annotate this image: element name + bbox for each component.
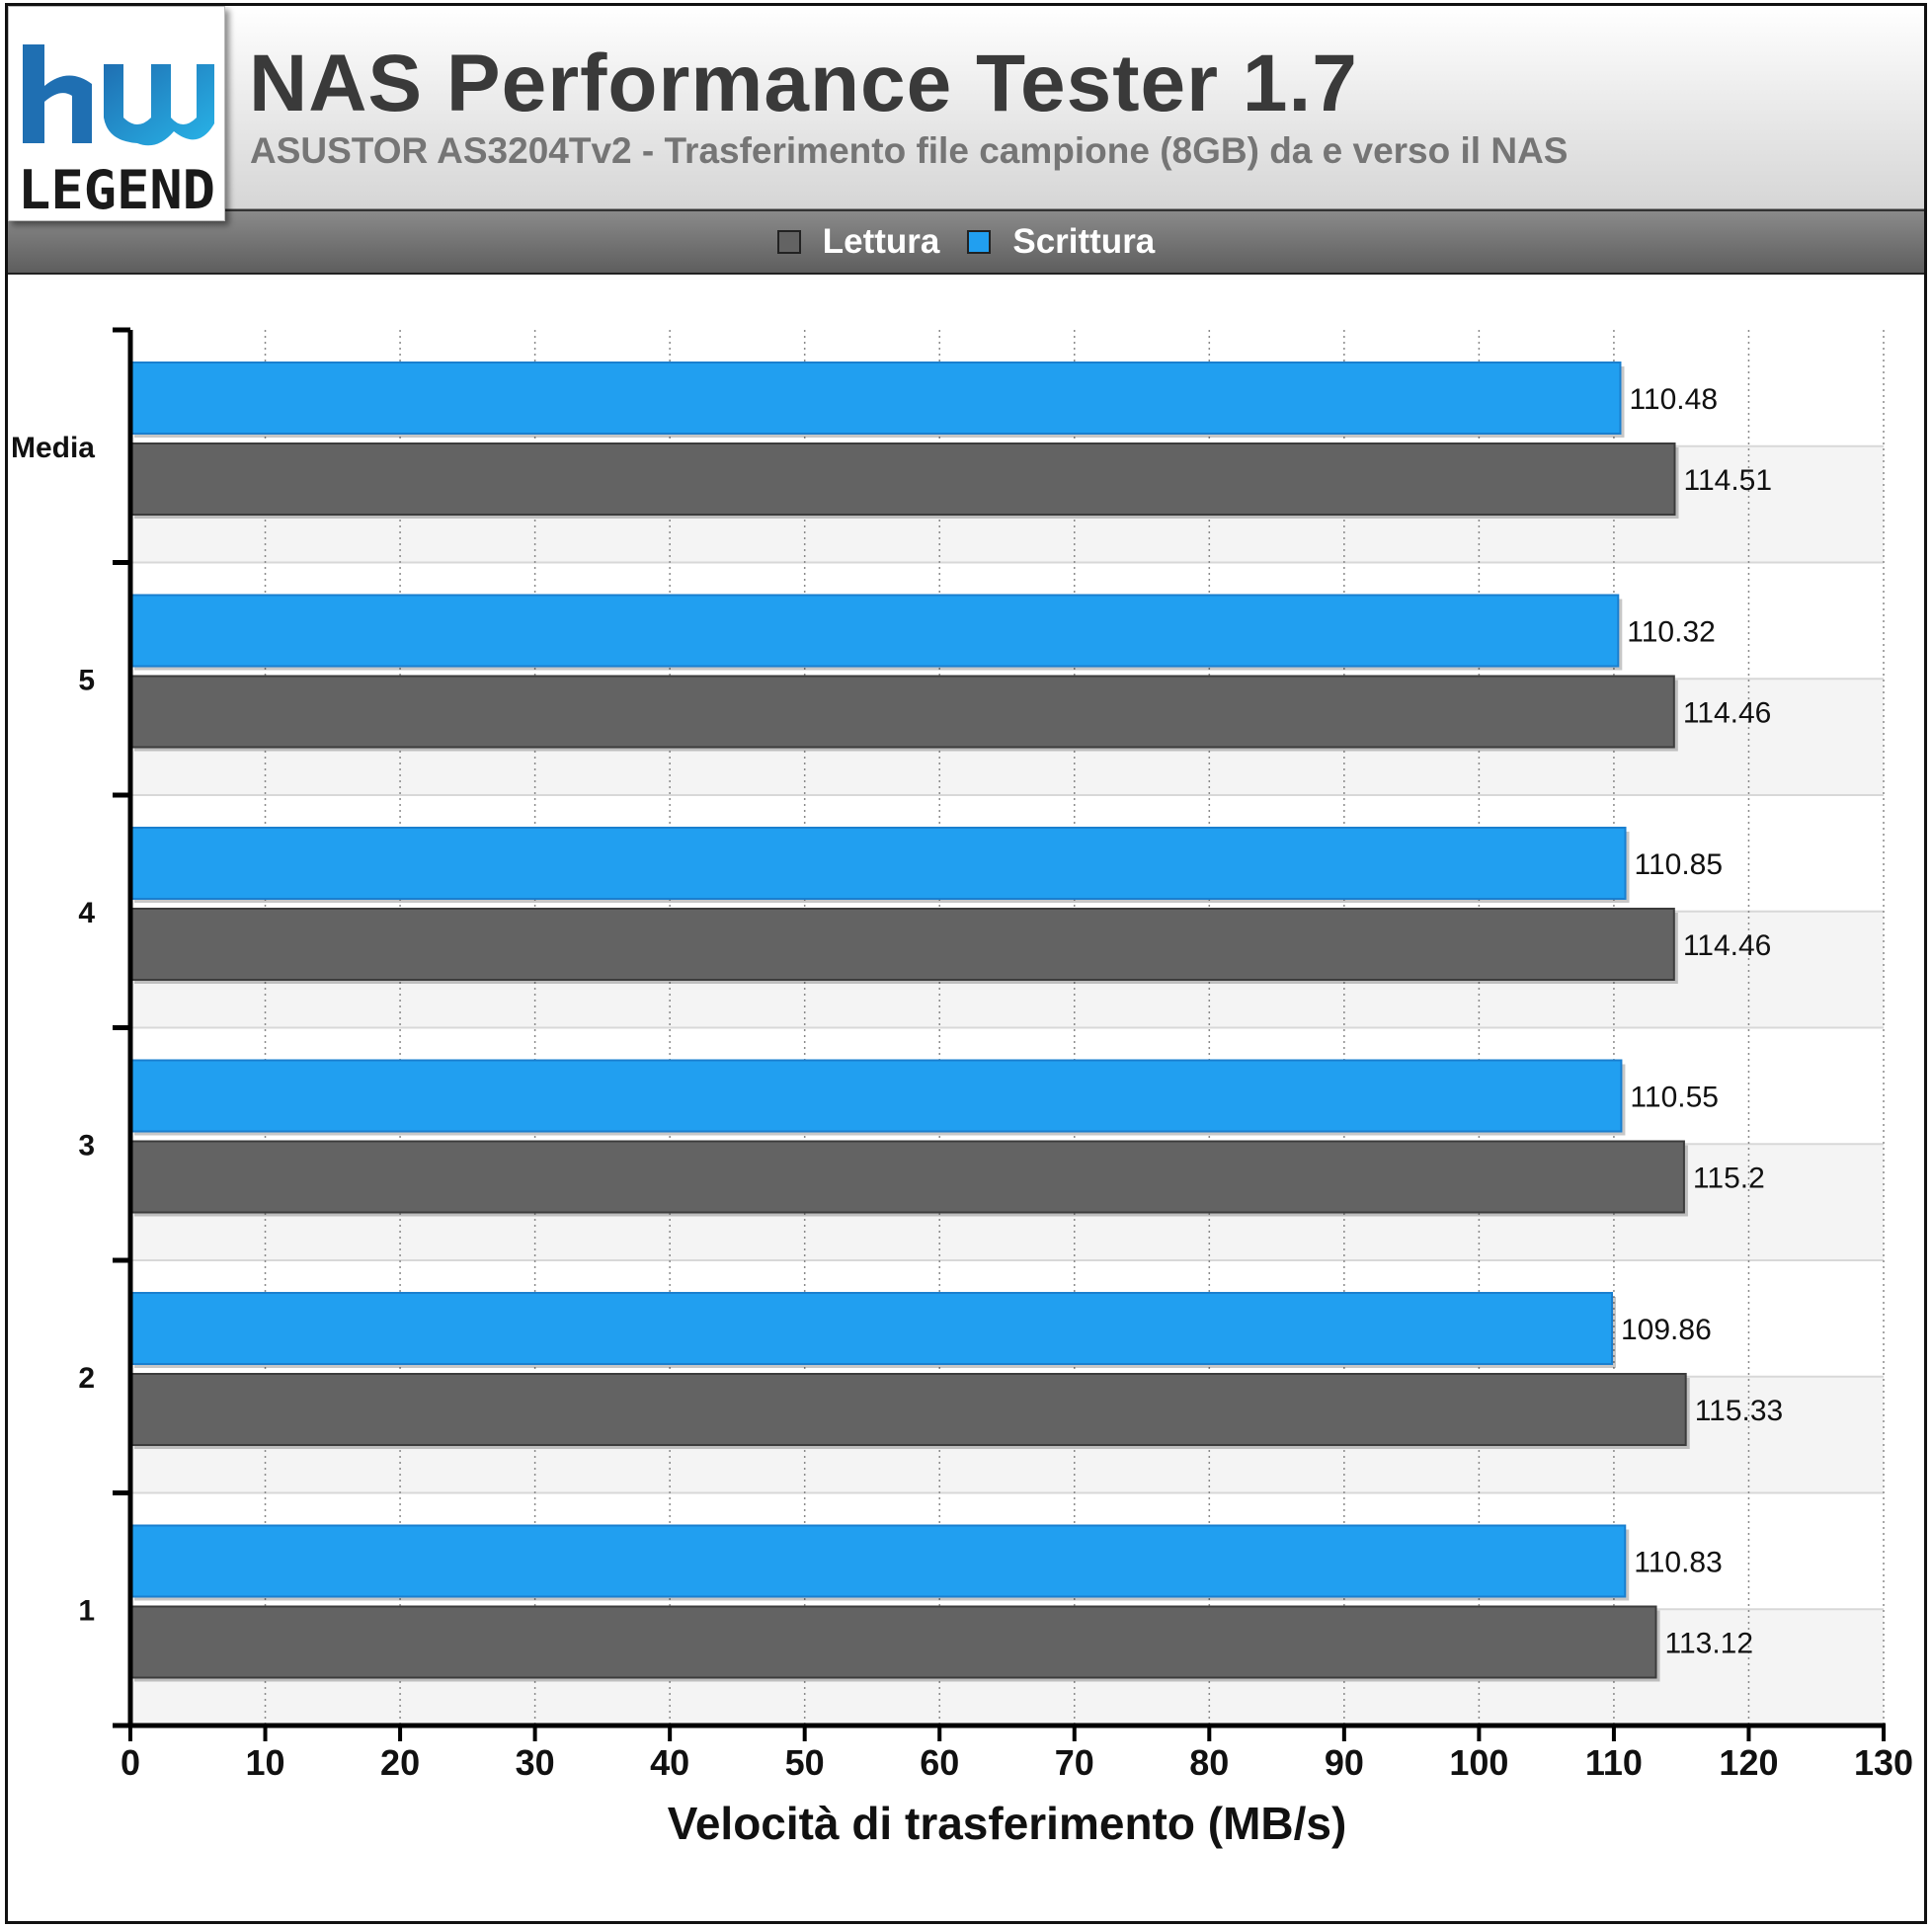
data-label-lettura: 114.51	[1684, 464, 1773, 497]
x-axis-title: Velocità di trasferimento (MB/s)	[668, 1798, 1347, 1849]
legend-bar: Lettura Scrittura	[8, 209, 1924, 275]
x-tick-label: 100	[1449, 1742, 1508, 1783]
data-label-lettura: 115.2	[1693, 1163, 1765, 1195]
chart-title: NAS Performance Tester 1.7	[249, 39, 1358, 128]
x-tick-label: 80	[1189, 1742, 1229, 1783]
data-label-scrittura: 110.85	[1635, 848, 1724, 881]
x-tick-label: 10	[246, 1742, 285, 1783]
data-label-lettura: 114.46	[1683, 929, 1772, 962]
bar-lettura	[129, 1373, 1687, 1446]
category-label: 2	[78, 1362, 95, 1395]
data-label-scrittura: 110.55	[1630, 1082, 1719, 1114]
hwlegend-logo: LEGEND	[8, 6, 225, 221]
chart-subtitle: ASUSTOR AS3204Tv2 - Trasferimento file c…	[250, 130, 1569, 171]
x-tick-label: 110	[1585, 1742, 1643, 1783]
logo-glyph-w	[104, 64, 214, 146]
x-tick-label: 60	[920, 1742, 959, 1783]
bar-scrittura	[129, 1292, 1614, 1365]
x-tick-label: 50	[785, 1742, 825, 1783]
bar-scrittura	[129, 1524, 1627, 1598]
x-tick-label: 20	[380, 1742, 420, 1783]
category-label: 1	[78, 1594, 95, 1627]
bar-scrittura	[129, 827, 1627, 900]
legend-swatch-lettura	[776, 230, 801, 254]
header-banner: NAS Performance Tester 1.7 ASUSTOR AS320…	[8, 6, 1924, 210]
category-label: 5	[78, 664, 95, 696]
bar-lettura	[129, 675, 1675, 749]
data-label-lettura: 115.33	[1695, 1395, 1784, 1427]
data-label-scrittura: 109.86	[1621, 1314, 1712, 1346]
category-label: 4	[78, 897, 95, 929]
legend: Lettura Scrittura	[8, 211, 1924, 273]
category-label: 3	[78, 1129, 95, 1162]
bar-scrittura	[129, 362, 1622, 435]
x-tick-label: 90	[1325, 1742, 1364, 1783]
data-label-scrittura: 110.32	[1627, 616, 1716, 649]
logo-text-legend: LEGEND	[18, 159, 215, 220]
x-tick-label: 0	[121, 1742, 140, 1783]
bar-lettura	[129, 908, 1675, 981]
logo-glyph-h	[23, 44, 92, 143]
category-label: Media	[11, 432, 95, 464]
x-tick-label: 130	[1854, 1742, 1913, 1783]
x-tick-label: 70	[1055, 1742, 1094, 1783]
x-tick-label: 30	[516, 1742, 555, 1783]
bar-scrittura	[129, 594, 1620, 668]
x-tick-label: 120	[1719, 1742, 1778, 1783]
bar-lettura	[129, 1140, 1685, 1214]
x-tick-label: 40	[650, 1742, 689, 1783]
legend-label-scrittura: Scrittura	[1012, 222, 1156, 261]
data-label-lettura: 113.12	[1665, 1628, 1754, 1660]
data-label-scrittura: 110.48	[1629, 383, 1718, 416]
legend-swatch-scrittura	[967, 230, 992, 254]
bar-lettura	[129, 442, 1676, 516]
bar-scrittura	[129, 1059, 1623, 1133]
legend-item-lettura: Lettura	[776, 222, 940, 262]
data-label-scrittura: 110.83	[1634, 1547, 1723, 1579]
data-label-lettura: 114.46	[1683, 697, 1772, 730]
legend-label-lettura: Lettura	[822, 222, 940, 261]
legend-item-scrittura: Scrittura	[967, 222, 1155, 262]
bar-lettura	[129, 1605, 1657, 1679]
